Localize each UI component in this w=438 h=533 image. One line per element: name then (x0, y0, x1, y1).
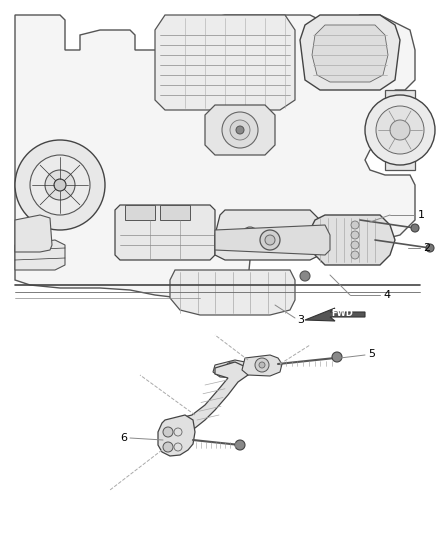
Polygon shape (242, 355, 282, 376)
Polygon shape (205, 105, 275, 155)
Circle shape (30, 155, 90, 215)
Polygon shape (305, 308, 365, 321)
Text: 2: 2 (423, 243, 430, 253)
Polygon shape (312, 25, 388, 82)
Circle shape (426, 244, 434, 252)
Polygon shape (310, 215, 395, 265)
Circle shape (230, 120, 250, 140)
Text: 5: 5 (368, 349, 375, 359)
Polygon shape (15, 15, 415, 298)
Text: FWD: FWD (331, 310, 353, 319)
Circle shape (351, 251, 359, 259)
Circle shape (332, 352, 342, 362)
Text: 3: 3 (297, 315, 304, 325)
Polygon shape (160, 205, 190, 220)
Polygon shape (15, 215, 52, 252)
Circle shape (45, 170, 75, 200)
Circle shape (246, 231, 254, 239)
Circle shape (235, 440, 245, 450)
Circle shape (163, 427, 173, 437)
Polygon shape (385, 90, 415, 170)
Circle shape (15, 140, 105, 230)
Text: 4: 4 (383, 290, 390, 300)
Circle shape (222, 112, 258, 148)
Circle shape (411, 224, 419, 232)
Polygon shape (15, 240, 65, 270)
Polygon shape (213, 360, 250, 378)
Polygon shape (215, 225, 330, 255)
Circle shape (291, 231, 299, 239)
Circle shape (229, 366, 235, 372)
Text: 6: 6 (120, 433, 127, 443)
Circle shape (351, 241, 359, 249)
Circle shape (236, 126, 244, 134)
Polygon shape (215, 210, 325, 260)
Circle shape (259, 362, 265, 368)
Circle shape (365, 95, 435, 165)
Circle shape (300, 271, 310, 281)
Circle shape (260, 230, 280, 250)
Polygon shape (178, 362, 248, 430)
Circle shape (225, 362, 239, 376)
Polygon shape (170, 270, 295, 315)
Polygon shape (158, 415, 195, 456)
Circle shape (255, 358, 269, 372)
Circle shape (376, 106, 424, 154)
Circle shape (54, 179, 66, 191)
Circle shape (242, 227, 258, 243)
Polygon shape (115, 205, 215, 260)
Circle shape (287, 227, 303, 243)
Polygon shape (300, 15, 400, 90)
Circle shape (351, 231, 359, 239)
Circle shape (351, 221, 359, 229)
Circle shape (265, 235, 275, 245)
Circle shape (163, 442, 173, 452)
Circle shape (390, 120, 410, 140)
Polygon shape (125, 205, 155, 220)
Text: 1: 1 (418, 210, 425, 220)
Polygon shape (155, 15, 295, 110)
